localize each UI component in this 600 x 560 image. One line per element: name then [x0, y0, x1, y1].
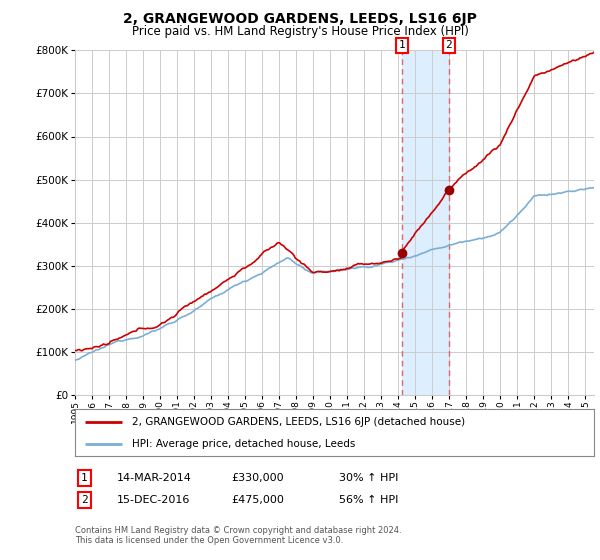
Text: 14-MAR-2014: 14-MAR-2014 — [117, 473, 192, 483]
Text: This data is licensed under the Open Government Licence v3.0.: This data is licensed under the Open Gov… — [75, 536, 343, 545]
Text: 15-DEC-2016: 15-DEC-2016 — [117, 495, 190, 505]
Text: £330,000: £330,000 — [231, 473, 284, 483]
Text: 2: 2 — [81, 495, 88, 505]
Text: 56% ↑ HPI: 56% ↑ HPI — [339, 495, 398, 505]
Text: Price paid vs. HM Land Registry's House Price Index (HPI): Price paid vs. HM Land Registry's House … — [131, 25, 469, 38]
Text: 2, GRANGEWOOD GARDENS, LEEDS, LS16 6JP (detached house): 2, GRANGEWOOD GARDENS, LEEDS, LS16 6JP (… — [132, 417, 465, 427]
Text: 1: 1 — [81, 473, 88, 483]
Text: £475,000: £475,000 — [231, 495, 284, 505]
Text: 30% ↑ HPI: 30% ↑ HPI — [339, 473, 398, 483]
Text: Contains HM Land Registry data © Crown copyright and database right 2024.: Contains HM Land Registry data © Crown c… — [75, 526, 401, 535]
Text: 1: 1 — [398, 40, 405, 50]
Text: 2, GRANGEWOOD GARDENS, LEEDS, LS16 6JP: 2, GRANGEWOOD GARDENS, LEEDS, LS16 6JP — [123, 12, 477, 26]
Text: HPI: Average price, detached house, Leeds: HPI: Average price, detached house, Leed… — [132, 438, 355, 449]
Bar — [402, 50, 449, 395]
Text: 2: 2 — [445, 40, 452, 50]
